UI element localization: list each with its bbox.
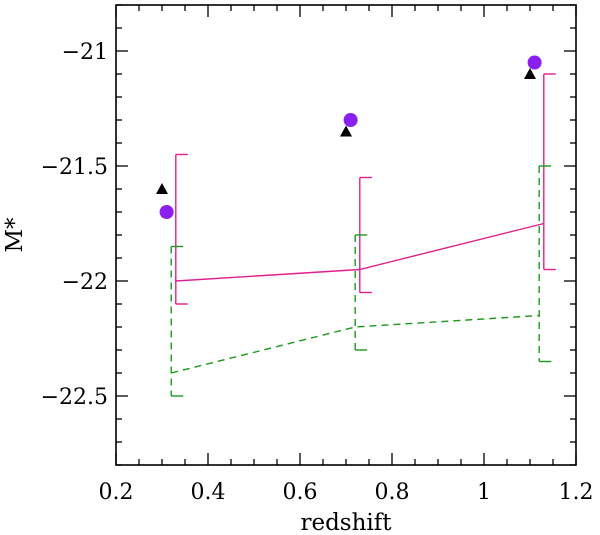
circle-marker — [159, 205, 174, 219]
circle-marker — [343, 113, 358, 127]
circle-marker — [527, 55, 542, 70]
x-tick-label: 0.6 — [283, 480, 318, 505]
y-tick-label: −22.5 — [41, 385, 108, 410]
x-axis-label: redshift — [300, 510, 392, 535]
x-tick-label: 0.2 — [99, 480, 134, 505]
axis-ticks — [115, 4, 577, 466]
x-tick-label: 0.8 — [375, 480, 410, 505]
y-axis-label: M* — [2, 217, 28, 253]
x-tick-label: 1 — [477, 480, 491, 505]
triangle-marker — [340, 125, 352, 137]
series-layer — [156, 55, 556, 397]
triangle-marker — [524, 68, 536, 79]
tick-labels: 0.2 0.4 0.6 0.8 1 1.2 −21 −21.5 −22 −22.5 — [41, 40, 594, 505]
series-3 — [156, 68, 536, 194]
series-0 — [175, 73, 556, 305]
x-tick-label: 1.2 — [559, 480, 594, 505]
triangle-marker — [156, 183, 168, 194]
series-2 — [159, 55, 542, 219]
x-tick-label: 0.4 — [191, 480, 226, 505]
plot-frame — [115, 4, 577, 466]
y-tick-label: −21 — [62, 40, 108, 65]
y-tick-label: −22 — [62, 270, 108, 295]
series-line — [171, 314, 540, 374]
y-tick-label: −21.5 — [41, 155, 108, 180]
series-1 — [170, 165, 552, 397]
